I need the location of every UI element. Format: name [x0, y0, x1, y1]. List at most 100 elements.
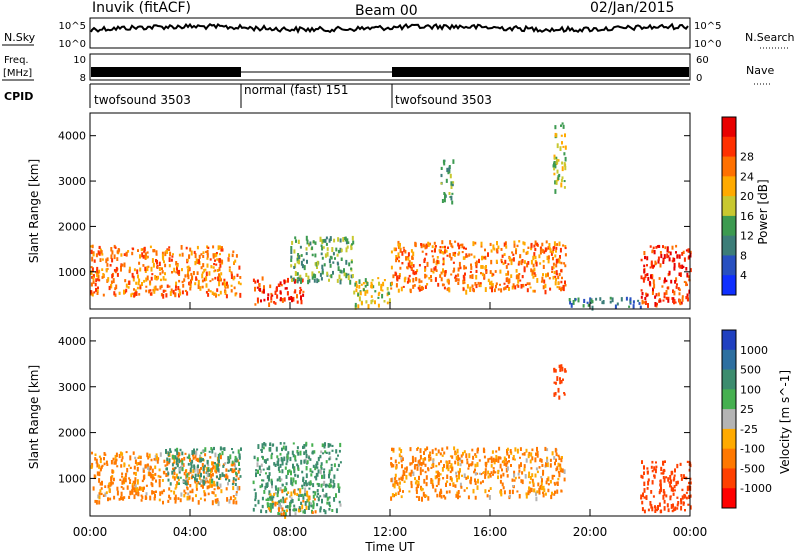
power-cell — [226, 281, 228, 286]
power-cell — [285, 287, 288, 290]
velocity-cell — [286, 458, 289, 463]
power-cell — [159, 272, 162, 276]
power-cell — [686, 294, 689, 297]
power-cell — [232, 277, 235, 281]
power-cell — [673, 262, 676, 268]
power-cell — [292, 278, 295, 282]
power-cell — [666, 249, 669, 253]
velocity-cell — [195, 494, 197, 498]
velocity-cell — [459, 463, 462, 467]
power-cell — [523, 241, 526, 246]
velocity-cell — [489, 473, 492, 476]
velocity-cell — [152, 490, 155, 495]
velocity-cell — [213, 446, 215, 451]
velocity-cell — [231, 482, 234, 486]
velocity-cell — [148, 453, 151, 458]
velocity-cell — [303, 444, 306, 449]
power-cell — [420, 244, 423, 249]
power-cell — [562, 284, 565, 288]
velocity-cell — [168, 494, 171, 499]
velocity-cell — [430, 466, 433, 469]
velocity-cell — [144, 464, 147, 469]
power-cell — [657, 259, 660, 264]
velocity-cell — [268, 475, 270, 480]
power-cell — [271, 294, 274, 297]
velocity-cell — [560, 458, 563, 463]
power-cell — [169, 291, 172, 296]
velocity-cell — [560, 380, 563, 384]
power-cell — [95, 287, 97, 292]
velocity-cell — [232, 477, 235, 481]
velocity-cell — [556, 376, 559, 381]
velocity-cell — [101, 480, 103, 486]
power-cell — [397, 241, 400, 247]
power-cell — [508, 257, 511, 262]
power-cell — [530, 247, 533, 251]
power-cell — [321, 256, 324, 260]
velocity-cell — [510, 464, 512, 467]
velocity-cell — [667, 508, 670, 513]
power-cell — [91, 267, 94, 273]
velocity-cell — [201, 463, 204, 468]
power-cell — [530, 259, 533, 265]
power-cell — [441, 246, 444, 249]
velocity-cell — [282, 500, 285, 504]
power-cell — [96, 266, 99, 270]
power-cell — [209, 280, 212, 283]
power-cell — [547, 272, 549, 277]
velocity-cell — [562, 378, 564, 381]
velocity-cell — [262, 479, 265, 482]
velocity-cell — [687, 485, 690, 491]
velocity-cell — [513, 458, 516, 461]
velocity-cell — [153, 458, 156, 461]
power-cell — [306, 239, 309, 245]
velocity-cell — [499, 479, 502, 484]
velocity-cell — [458, 457, 461, 460]
power-cell — [111, 258, 114, 263]
power-cell — [199, 286, 202, 291]
power-cell — [178, 288, 181, 293]
velocity-cell — [335, 457, 338, 461]
velocity-cell — [518, 494, 521, 499]
velocity-cell — [184, 452, 187, 455]
velocity-cell — [136, 487, 139, 493]
power-cell — [202, 254, 205, 258]
power-cell — [212, 266, 215, 269]
velocity-cell — [646, 470, 649, 475]
velocity-cell — [420, 487, 423, 492]
power-ytick-label: 3000 — [58, 175, 86, 188]
freq-label-line2: [MHz] — [3, 68, 32, 79]
velocity-cell — [466, 458, 469, 461]
velocity-cell — [654, 509, 657, 513]
velocity-cell — [495, 450, 498, 453]
power-cell — [441, 199, 444, 203]
velocity-cell — [321, 488, 324, 492]
power-colorbar-segment — [722, 275, 736, 296]
velocity-cell — [113, 461, 116, 465]
power-cell — [558, 272, 561, 277]
velocity-cell — [328, 451, 331, 455]
power-cell — [418, 264, 421, 267]
power-cell — [435, 269, 438, 272]
power-cell — [611, 297, 614, 303]
velocity-cell — [465, 453, 468, 459]
velocity-cell — [205, 471, 208, 474]
freq-tick-high: 10 — [73, 55, 86, 66]
power-cell — [131, 272, 134, 278]
velocity-cell — [187, 472, 190, 476]
velocity-cell — [297, 465, 300, 470]
power-cell — [450, 181, 453, 186]
velocity-cell — [120, 496, 122, 500]
velocity-cell — [494, 471, 497, 474]
power-cell — [141, 252, 144, 258]
power-cell — [462, 256, 465, 260]
velocity-cell — [285, 482, 288, 486]
power-cell — [291, 240, 294, 245]
velocity-cell — [211, 461, 213, 466]
power-cell — [215, 293, 217, 298]
velocity-cell — [169, 448, 172, 452]
power-cell — [655, 262, 658, 265]
velocity-cell — [169, 497, 172, 500]
power-cell — [197, 284, 200, 289]
velocity-cell — [409, 447, 412, 452]
